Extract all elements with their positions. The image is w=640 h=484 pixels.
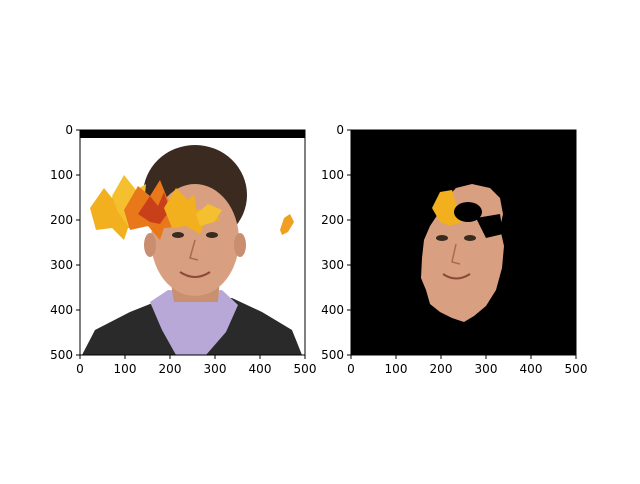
- right-x-tick-label: 300: [475, 362, 498, 376]
- left-axes-frame: [79, 129, 306, 356]
- right-y-tick-label: 400: [321, 303, 344, 317]
- left-y-tick-label: 0: [65, 123, 73, 137]
- right-hole: [454, 202, 482, 222]
- left-x-ticks: 0 100 200 300 400 500: [76, 355, 316, 376]
- right-x-tick-label: 400: [520, 362, 543, 376]
- right-x-tick-label: 500: [565, 362, 588, 376]
- left-x-tick-label: 400: [249, 362, 272, 376]
- right-y-tick-label: 500: [321, 348, 344, 362]
- left-x-tick-label: 300: [204, 362, 227, 376]
- left-y-tick-label: 200: [50, 213, 73, 227]
- right-x-tick-label: 100: [385, 362, 408, 376]
- left-y-tick-label: 400: [50, 303, 73, 317]
- right-image: [351, 130, 576, 355]
- left-x-tick-label: 500: [294, 362, 317, 376]
- left-leaves: [90, 175, 294, 240]
- left-top-band: [80, 130, 305, 138]
- left-y-tick-label: 300: [50, 258, 73, 272]
- right-y-ticks: 0 100 200 300 400 500: [321, 123, 351, 362]
- left-x-tick-label: 100: [114, 362, 137, 376]
- left-y-tick-label: 100: [50, 168, 73, 182]
- right-y-tick-label: 300: [321, 258, 344, 272]
- right-axes-frame: [350, 129, 577, 356]
- right-x-ticks: 0 100 200 300 400 500: [347, 355, 587, 376]
- left-x-tick-label: 0: [76, 362, 84, 376]
- right-y-tick-label: 200: [321, 213, 344, 227]
- left-y-ticks: 0 100 200 300 400 500: [50, 123, 80, 362]
- right-floating-leaf: [280, 214, 294, 235]
- left-x-tick-label: 200: [159, 362, 182, 376]
- left-image: [80, 130, 305, 355]
- right-x-tick-label: 0: [347, 362, 355, 376]
- left-shirt: [150, 290, 238, 355]
- right-subplot: 0 100 200 300 400 500 0 100 200 300 400 500: [321, 123, 587, 376]
- right-y-tick-label: 100: [321, 168, 344, 182]
- right-x-tick-label: 200: [430, 362, 453, 376]
- right-y-tick-label: 0: [336, 123, 344, 137]
- left-subplot: 0 100 200 300 400 500 0 100 200 300 400 500: [50, 123, 316, 376]
- left-y-tick-label: 500: [50, 348, 73, 362]
